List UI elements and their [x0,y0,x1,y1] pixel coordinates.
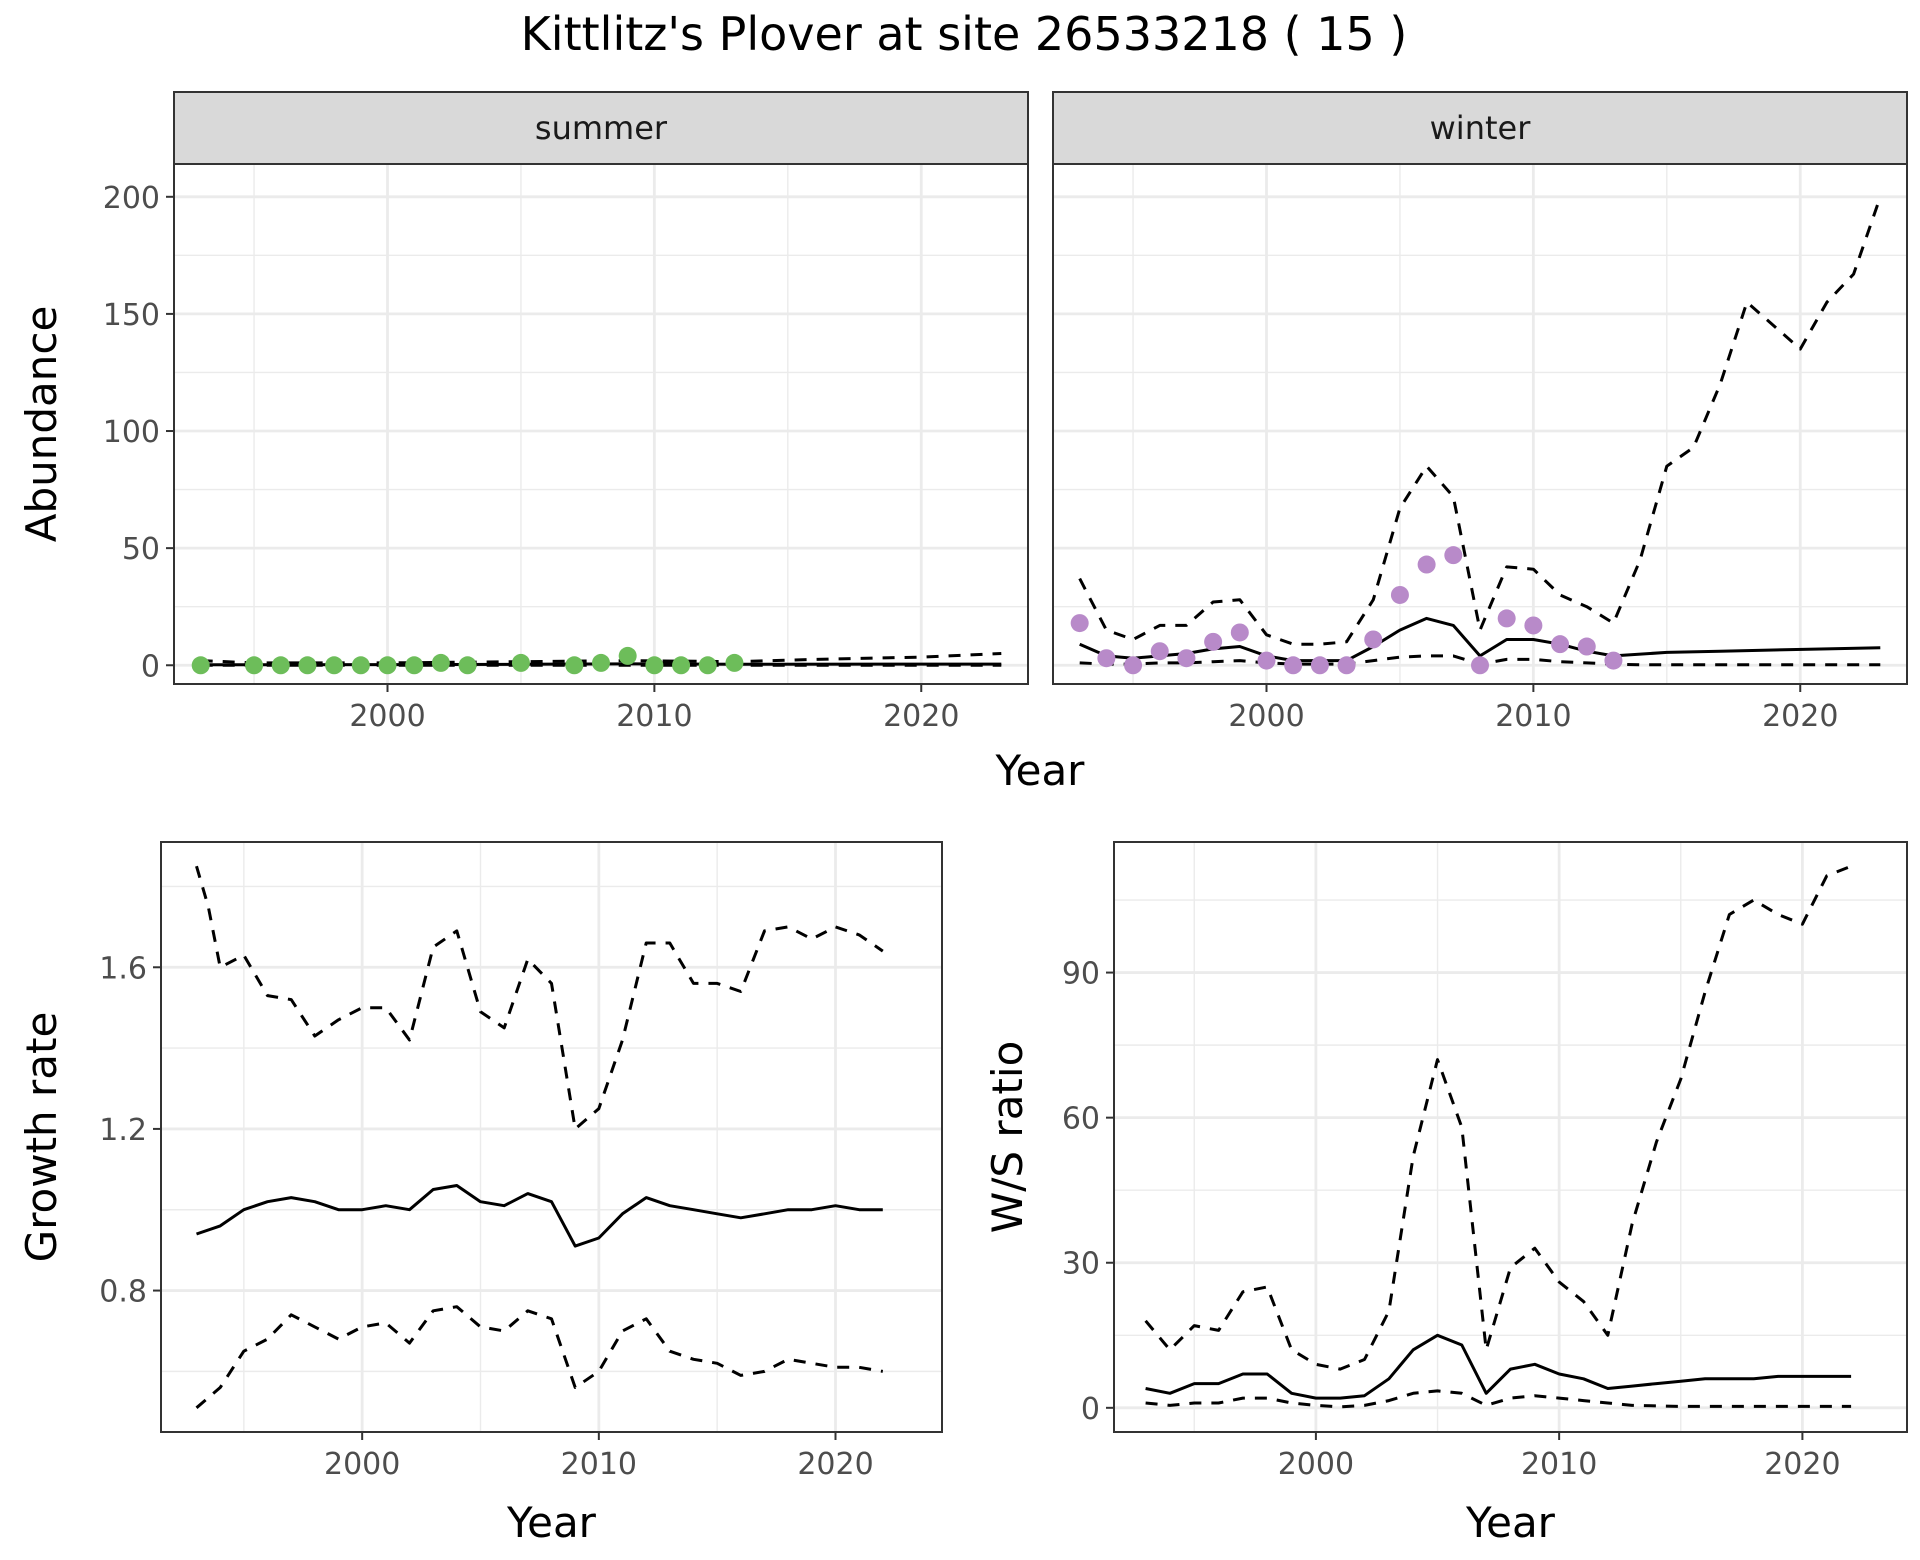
ws-ratio-x-tick-label: 2020 [1764,1447,1840,1482]
growth-x-tick-label: 2020 [797,1447,873,1482]
growth-series-line-dashed-2 [195,1305,884,1409]
abundance-winter-x-tick-label: 2010 [1495,699,1571,734]
abundance-winter-data-point [1364,630,1383,649]
abundance-summer-data-point [698,656,717,675]
growth-y-tick-label: 1.2 [99,1113,147,1148]
abundance-winter-data-point [1551,635,1570,654]
abundance-summer-data-point [351,656,370,675]
abundance-winter-data-point [1310,656,1329,675]
abundance-winter-data-point [1177,649,1196,668]
abundance-summer-data-point [511,653,530,672]
abundance-winter-data-point [1204,632,1223,651]
abundance-summer-data-point [325,656,344,675]
abundance-summer-data-point [458,656,477,675]
growth-x-axis-label: Year [506,1498,597,1547]
abundance-winter-data-point [1604,651,1623,670]
growth-y-tick-label: 0.8 [99,1275,147,1310]
panels-layer: summer 2000 2010 2020 0 50 100 150 200 winter 2000… [17,91,1908,1547]
abundance-summer-data-point [245,656,264,675]
figure-title: Kittlitz's Plover at site 26533218 ( 15 … [521,7,1408,61]
abundance-summer-data-point [431,653,450,672]
ws-ratio-series-line-solid-1 [1145,1333,1852,1400]
abundance-summer-panel: summer 2000 2010 2020 0 50 100 150 200 [103,91,1029,734]
ws-ratio-y-tick-label: 0 [1081,1392,1100,1427]
abundance-winter-x-tick-label: 2000 [1228,699,1304,734]
growth-series-line-solid-1 [196,1184,883,1248]
abundance-winter-strip-label: winter [1430,109,1532,147]
ws-ratio-x-axis-label: Year [1465,1498,1556,1547]
abundance-summer-x-tick-label: 2000 [349,699,425,734]
ws-ratio-x-tick-label: 2000 [1278,1447,1354,1482]
abundance-winter-data-point [1417,555,1436,574]
abundance-summer-y-tick-label: 100 [103,415,160,450]
abundance-winter-x-tick-label: 2020 [1762,699,1838,734]
growth-y-axis-label: Growth rate [17,1012,66,1263]
ws-ratio-data [1144,864,1852,1409]
abundance-summer-data-point [271,656,290,675]
abundance-winter-data-point [1471,656,1489,675]
abundance-summer-data [191,646,1002,675]
abundance-winter-data-point [1097,649,1116,668]
growth-x-tick-label: 2010 [561,1447,637,1482]
abundance-y-axis-label: Abundance [17,306,66,543]
abundance-winter-data-point [1337,656,1356,675]
ws-ratio-y-axis-label: W/S ratio [983,1041,1032,1234]
abundance-winter-panel: winter 2000 2010 2020 [1052,91,1908,734]
abundance-winter-series-line-dashed-0 [1078,196,1882,646]
abundance-winter-data-point [1257,651,1276,670]
abundance-summer-y-tick-label: 200 [103,181,160,216]
abundance-winter-data-point [1444,546,1463,565]
ws-ratio-y-tick-label: 90 [1062,957,1100,992]
ws-ratio-series-line-dashed-0 [1144,864,1852,1371]
ws-ratio-panel: 2000 2010 2020 0 30 60 90 [1062,841,1908,1482]
abundance-summer-y-tick-label: 150 [103,298,160,333]
abundance-winter-series-line-dashed-2 [1079,654,1881,667]
growth-panel-border [160,841,943,1433]
ws-ratio-y-tick-label: 60 [1062,1102,1100,1137]
abundance-summer-strip-label: summer [535,109,668,147]
ws-ratio-series-line-dashed-2 [1145,1389,1852,1409]
abundance-summer-data-point [645,656,664,675]
abundance-winter-data-point [1390,585,1409,604]
abundance-winter-data-point [1124,656,1143,675]
growth-series-line-dashed-0 [195,865,884,1131]
ws-ratio-y-tick-label: 30 [1062,1247,1100,1282]
abundance-x-axis-label: Year [995,746,1086,795]
growth-x-tick-label: 2000 [324,1447,400,1482]
abundance-summer-data-point [618,646,637,665]
abundance-summer-x-tick-label: 2020 [883,699,959,734]
abundance-summer-data-point [592,653,610,672]
abundance-summer-data-point [725,653,744,672]
abundance-summer-data-point [405,656,424,675]
abundance-winter-data-point [1577,637,1596,656]
abundance-summer-data-point [191,656,210,675]
ws-ratio-panel-border [1113,841,1908,1433]
abundance-winter-strip [1052,91,1908,165]
abundance-summer-y-tick-label: 0 [141,649,160,684]
abundance-summer-data-point [672,656,691,675]
growth-data [195,865,884,1409]
growth-panel: 2000 2010 2020 0.8 1.2 1.6 [99,841,943,1482]
abundance-winter-data-point [1230,623,1249,642]
abundance-summer-strip [173,91,1029,165]
growth-y-tick-label: 1.6 [99,951,147,986]
abundance-winter-data-point [1497,609,1516,628]
abundance-winter-data-point [1524,616,1543,635]
abundance-winter-data [1070,196,1882,675]
abundance-winter-data-point [1150,642,1169,661]
abundance-summer-data-point [565,656,584,675]
ws-ratio-x-tick-label: 2010 [1521,1447,1597,1482]
abundance-summer-data-point [378,656,397,675]
abundance-winter-data-point [1284,656,1303,675]
abundance-summer-y-tick-label: 50 [122,532,160,567]
abundance-winter-data-point [1070,614,1089,633]
abundance-summer-data-point [298,656,317,675]
abundance-summer-x-tick-label: 2010 [616,699,692,734]
